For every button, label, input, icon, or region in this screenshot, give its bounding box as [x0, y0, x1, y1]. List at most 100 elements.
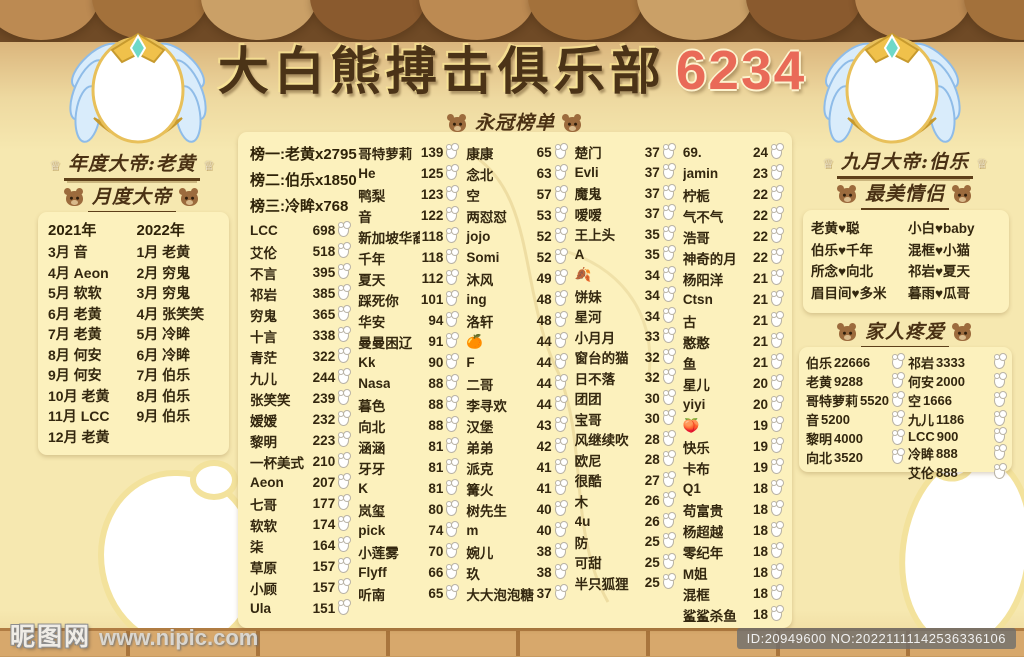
rank-row: Flyff 66	[358, 562, 458, 583]
rank-row: 祁岩 385	[250, 283, 350, 304]
monthly-row: 10月 老黄	[48, 387, 110, 404]
white-bear-icon	[662, 512, 674, 528]
rank-row: 楚门 37	[575, 142, 674, 163]
white-bear-icon	[662, 246, 674, 262]
white-bear-icon	[662, 164, 674, 180]
family-love-title: 家人疼爱	[860, 317, 949, 349]
rank-list-4: 楚门 37 Evli 37 魔鬼 37 嗳嗳 37 王上头 35 A 35 🍂 34 饼妹 34 星河 34 小月月…	[575, 142, 674, 593]
rank-list-5: 69. 24 jamin 23 柠栀 22 气不气 22 浩哥 22 神奇的月 22 杨阳洋 21 Ctsn…	[683, 142, 783, 625]
white-bear-icon	[338, 285, 350, 300]
rank-row: 零纪年 18	[683, 541, 783, 562]
rank-row: 欧尼 28	[575, 450, 674, 471]
monthly-champion-title: 月度大帝	[87, 182, 176, 214]
white-bear-icon	[771, 501, 783, 516]
monthly-row: 1月 老黄	[136, 244, 191, 260]
rank-row: Q1 18	[683, 478, 783, 499]
couples-card: 老黄♥聪 小白♥baby 伯乐♥千年 混框♥小猫 所念♥向北 祁岩♥夏天 眉目间♥多米 暮雨♥…	[803, 210, 1009, 313]
white-bear-icon	[446, 207, 458, 222]
page-title: 大白熊搏击俱乐部 6234	[0, 30, 1024, 104]
white-bear-icon	[771, 291, 783, 306]
annual-champion-header: ♕ 年度大帝:老黄 ♕	[28, 149, 236, 181]
rank-row: 快乐 19	[683, 436, 783, 457]
family-row: 哥特萝莉 5520	[806, 391, 903, 410]
rank-row: 派克 41	[466, 457, 566, 478]
rank-row: 空 57	[466, 184, 566, 205]
white-bear-icon	[446, 144, 458, 159]
rank-row: 汉堡 43	[466, 415, 566, 436]
rank-row: 玖 38	[466, 562, 566, 583]
rank-column-2: 哥特萝莉 139 He 125 鸭梨 123 音 122 新加坡华裔 118 千年 118 夏天 112 踩…	[358, 142, 458, 620]
watermark: 昵图网 www.nipic.com	[10, 617, 258, 653]
rank-row: 李寻欢 44	[466, 394, 566, 415]
white-bear-icon	[771, 438, 783, 453]
rank-row: 岚玺 80	[358, 499, 458, 520]
white-bear-icon	[338, 348, 350, 363]
club-name: 大白熊搏击俱乐部	[217, 43, 666, 100]
rank-row: 杨超越 18	[683, 520, 783, 541]
crown-icon: ♕	[976, 155, 988, 171]
club-number: 6234	[675, 39, 807, 101]
rank-list-3: 康康 65 念北 63 空 57 两怼怼 53 jojo 52 Somi 52 沐风 49 ing 48 洛轩 4…	[466, 142, 566, 604]
white-bear-icon	[446, 165, 458, 180]
rank-row: 神奇的月 22	[683, 247, 783, 268]
bear-face-icon	[562, 114, 581, 133]
family-row: 黎明 4000	[806, 429, 903, 448]
awning-scallops	[0, 0, 1024, 42]
monthly-row: 9月 何安	[48, 367, 102, 383]
white-bear-icon	[662, 225, 674, 241]
white-bear-icon	[662, 369, 674, 385]
rank-row: 饼妹 34	[575, 286, 674, 307]
rank-row: 音 122	[358, 205, 458, 226]
white-bear-icon	[771, 249, 783, 264]
rank-row: 七哥 177	[250, 493, 350, 514]
white-bear-icon	[446, 354, 458, 369]
white-bear-icon	[338, 369, 350, 384]
white-bear-icon	[554, 438, 566, 453]
white-bear-icon	[771, 417, 783, 432]
white-bear-icon	[554, 480, 566, 495]
family-row: 音 5200	[806, 410, 903, 429]
white-bear-icon	[662, 205, 674, 221]
white-bear-icon	[771, 543, 783, 558]
white-bear-icon	[771, 585, 783, 600]
rank-row: 艾伦 518	[250, 241, 350, 262]
white-bear-icon	[892, 449, 903, 464]
bear-face-icon	[446, 114, 466, 133]
white-bear-icon	[338, 390, 350, 405]
rank-row: 青茫 322	[250, 346, 350, 367]
rank-row: 很酷 27	[575, 470, 674, 491]
bear-face-icon	[179, 188, 198, 207]
white-bear-icon	[554, 186, 566, 201]
rank-row: Aeon 207	[250, 472, 350, 493]
white-bear-icon	[338, 516, 350, 531]
white-bear-icon	[446, 522, 458, 537]
couple-item: 暮雨♥瓜哥	[908, 285, 971, 301]
rank-column-1: 榜一:老黄x2795 榜二:伯乐x1850 榜三:冷眸x768 LCC 698 艾伦 51…	[250, 142, 357, 620]
monthly-col-2021: 2021年 3月 音 4月 Aeon 5月 软软 6月 老黄 7月 老黄 8月 何安 9月 …	[48, 220, 131, 447]
rank-row: 婉儿 38	[466, 541, 566, 562]
white-bear-icon	[338, 495, 350, 510]
couple-item: 所念♥向北	[811, 264, 874, 280]
monthly-row: 3月 音	[48, 244, 88, 260]
white-bear-icon	[771, 165, 783, 180]
rank-row: 可甜 25	[575, 552, 674, 573]
rank-row: K 81	[358, 478, 458, 499]
white-bear-icon	[554, 417, 566, 432]
rank-row: 弟弟 42	[466, 436, 566, 457]
white-bear-icon	[662, 471, 674, 487]
family-row: 艾伦 888	[908, 463, 1005, 482]
crown-icon: ♕	[49, 157, 61, 173]
white-bear-icon	[554, 207, 566, 222]
rank-row: 九儿 244	[250, 367, 350, 388]
couple-item: 祁岩♥夏天	[908, 264, 971, 280]
rank-row: 篝火 41	[466, 478, 566, 499]
white-bear-icon	[446, 291, 458, 306]
white-bear-icon	[446, 438, 458, 453]
bear-face-icon	[952, 323, 971, 342]
rank-row: 气不气 22	[683, 205, 783, 226]
bear-face-icon	[836, 185, 856, 204]
white-bear-icon	[994, 445, 1005, 460]
rank-row: 小月月 33	[575, 327, 674, 348]
white-bear-icon	[446, 480, 458, 495]
family-row: 冷眸 888	[908, 444, 1005, 463]
